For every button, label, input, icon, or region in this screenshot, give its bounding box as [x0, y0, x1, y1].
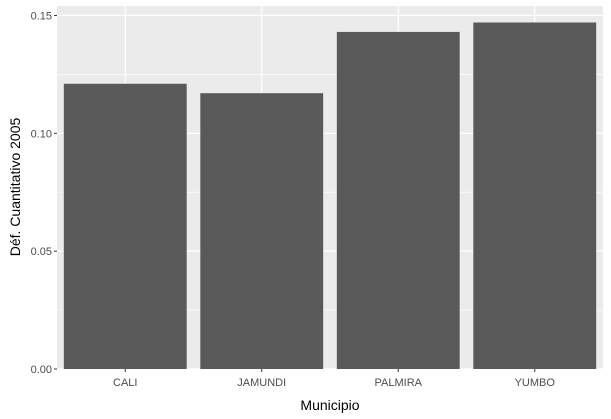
- y-tick-label: 0.15: [31, 10, 52, 22]
- y-tick-label: 0.05: [31, 246, 52, 258]
- x-tick-label: JAMUNDI: [237, 377, 286, 389]
- x-axis-title: Municipio: [300, 397, 359, 413]
- y-axis-title: Déf. Cuantitativo 2005: [7, 118, 23, 257]
- bar-palmira: [336, 31, 460, 370]
- bar-yumbo: [473, 22, 597, 369]
- bar-cali: [63, 83, 187, 370]
- x-axis: CALI JAMUNDI PALMIRA YUMBO: [113, 369, 555, 389]
- x-tick-label: PALMIRA: [375, 377, 423, 389]
- y-axis: 0.00 0.05 0.10 0.15: [31, 10, 57, 376]
- x-tick-label: CALI: [113, 377, 137, 389]
- bars: [63, 22, 597, 370]
- y-tick-label: 0.10: [31, 128, 52, 140]
- y-tick-label: 0.00: [31, 364, 52, 376]
- bar-jamundi: [200, 93, 324, 369]
- x-tick-label: YUMBO: [515, 377, 556, 389]
